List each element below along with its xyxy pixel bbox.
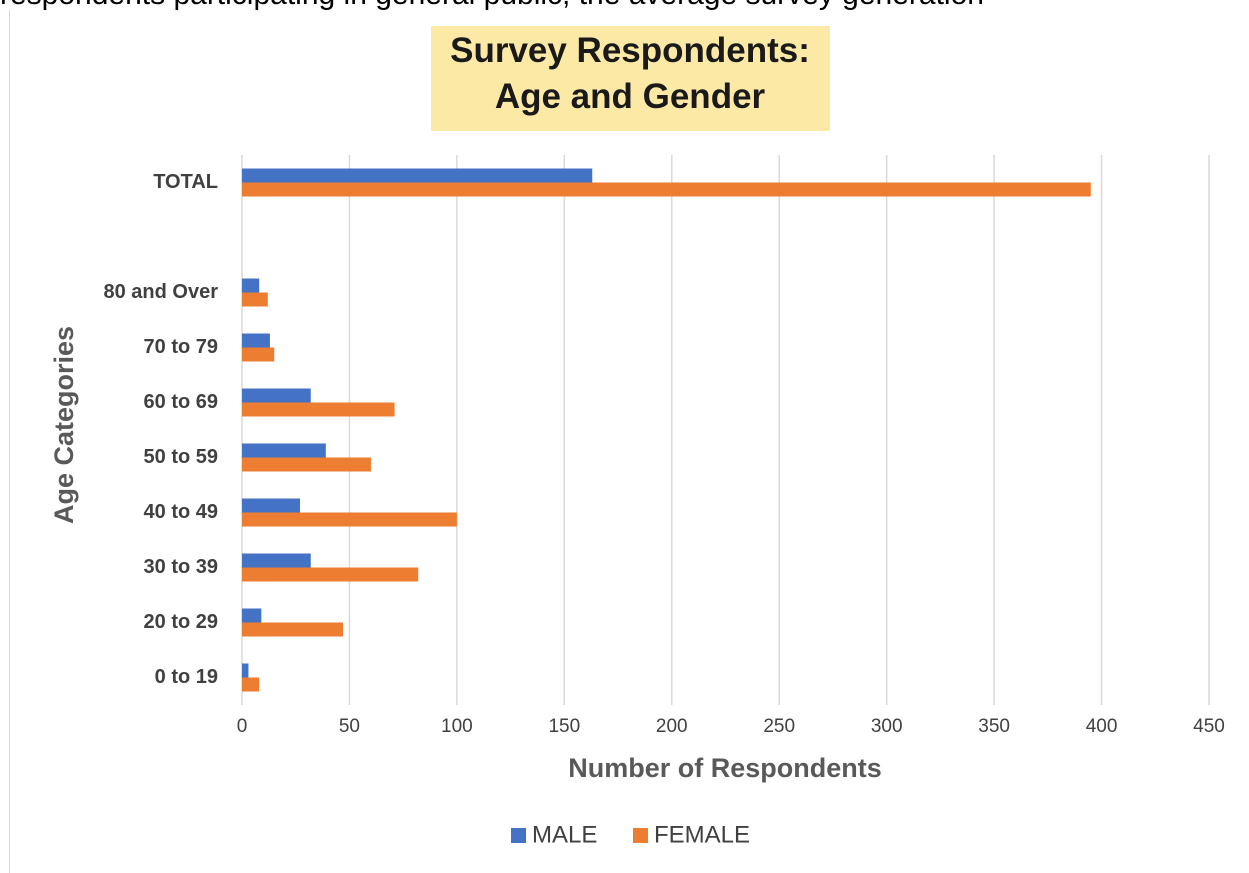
- x-tick-label: 350: [978, 716, 1010, 737]
- bar-female: [242, 182, 1091, 197]
- category-label: 50 to 59: [144, 446, 218, 468]
- bar-female: [242, 457, 371, 472]
- bars: [242, 168, 1091, 692]
- y-axis-title: Age Categories: [49, 326, 79, 524]
- bar-female: [242, 677, 260, 692]
- legend-label-male: MALE: [532, 821, 597, 848]
- category-label: 20 to 29: [144, 611, 218, 633]
- x-tick-label: 50: [339, 716, 360, 737]
- title-line: Age and Gender: [495, 77, 766, 116]
- category-label: 60 to 69: [144, 391, 218, 413]
- x-tick-label: 0: [237, 716, 248, 737]
- bar-male: [242, 278, 260, 293]
- x-tick-label: 250: [763, 716, 795, 737]
- bar-male: [242, 553, 311, 568]
- bar-male: [242, 443, 326, 458]
- bar-female: [242, 347, 275, 362]
- x-axis-title: Number of Respondents: [568, 753, 882, 783]
- category-label: 40 to 49: [144, 501, 218, 523]
- bar-male: [242, 168, 593, 183]
- bar-male: [242, 608, 262, 623]
- bar-female: [242, 512, 457, 527]
- x-tick-label: 450: [1193, 716, 1225, 737]
- bar-female: [242, 402, 395, 417]
- x-tick-label: 100: [441, 716, 473, 737]
- legend-label-female: FEMALE: [654, 821, 750, 848]
- legend-swatch-female: [633, 828, 648, 843]
- category-label: 80 and Over: [103, 281, 218, 303]
- chart-container: Survey Respondents: Age and Gender TOTAL 8…: [9, 10, 1249, 873]
- category-label: TOTAL: [153, 171, 218, 193]
- chart-title: Survey Respondents: Age and Gender: [431, 26, 830, 131]
- bar-male: [242, 333, 270, 348]
- axis-titles: Number of Respondents Age Categories: [49, 326, 882, 783]
- cropped-top-text: respondents participating in general pub…: [0, 0, 1249, 18]
- x-tick-labels: 0 50 100 150 200 250 300 350 400 450: [237, 716, 1225, 737]
- bar-male: [242, 663, 249, 678]
- bar-female: [242, 292, 268, 307]
- legend-swatch-male: [511, 828, 526, 843]
- x-tick-label: 150: [548, 716, 580, 737]
- bar-female: [242, 622, 343, 637]
- bar-female: [242, 567, 419, 582]
- x-tick-label: 300: [871, 716, 903, 737]
- category-labels: TOTAL 80 and Over 70 to 79 60 to 69 50 to 59…: [103, 171, 218, 688]
- bar-male: [242, 498, 301, 513]
- title-line: Survey Respondents:: [450, 31, 810, 70]
- category-label: 30 to 39: [144, 556, 218, 578]
- x-tick-label: 200: [656, 716, 688, 737]
- category-label: 0 to 19: [155, 666, 218, 688]
- bar-male: [242, 388, 311, 403]
- gridlines: [241, 155, 1210, 705]
- x-tick-label: 400: [1086, 716, 1118, 737]
- legend: MALE FEMALE: [511, 821, 750, 848]
- bar-chart: Survey Respondents: Age and Gender TOTAL 8…: [49, 26, 1225, 848]
- category-label: 70 to 79: [144, 336, 218, 358]
- title-background: [431, 26, 830, 131]
